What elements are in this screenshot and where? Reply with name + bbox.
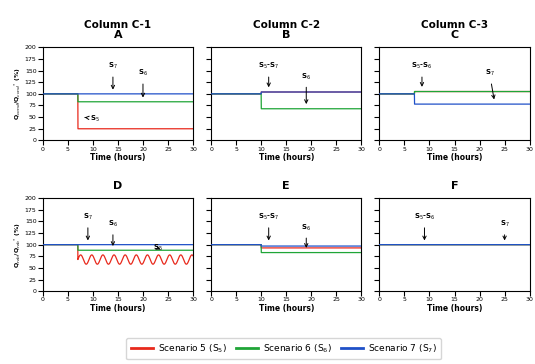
Text: A: A xyxy=(113,30,122,40)
Text: S$_7$: S$_7$ xyxy=(83,212,93,240)
Y-axis label: Q$_{reb}$/Q$_{reb}$$^{*}$ (%): Q$_{reb}$/Q$_{reb}$$^{*}$ (%) xyxy=(13,222,24,268)
X-axis label: Time (hours): Time (hours) xyxy=(90,153,146,162)
Title: Column C-1: Column C-1 xyxy=(85,20,151,30)
Text: S$_6$: S$_6$ xyxy=(138,68,148,96)
X-axis label: Time (hours): Time (hours) xyxy=(258,153,314,162)
Text: S$_7$: S$_7$ xyxy=(108,61,118,88)
Legend: Scenario 5 (S$_5$), Scenario 6 (S$_6$), Scenario 7 (S$_7$): Scenario 5 (S$_5$), Scenario 6 (S$_6$), … xyxy=(126,338,441,360)
Text: F: F xyxy=(451,181,458,191)
X-axis label: Time (hours): Time (hours) xyxy=(427,153,482,162)
X-axis label: Time (hours): Time (hours) xyxy=(258,304,314,313)
Text: S$_5$: S$_5$ xyxy=(85,114,100,124)
Text: S$_5$-S$_6$: S$_5$-S$_6$ xyxy=(411,61,433,86)
Text: E: E xyxy=(282,181,290,191)
Text: S$_7$: S$_7$ xyxy=(485,68,495,98)
Title: Column C-3: Column C-3 xyxy=(421,20,488,30)
Text: S$_6$: S$_6$ xyxy=(301,222,311,247)
Text: S$_6$: S$_6$ xyxy=(108,219,118,245)
Text: S$_5$-S$_6$: S$_5$-S$_6$ xyxy=(414,212,435,240)
Text: S$_6$: S$_6$ xyxy=(301,71,311,103)
Text: S$_5$-S$_7$: S$_5$-S$_7$ xyxy=(258,212,279,240)
Text: S$_5$-S$_7$: S$_5$-S$_7$ xyxy=(258,61,279,86)
Text: S$_5$: S$_5$ xyxy=(153,243,163,253)
Y-axis label: Q$_{cond}$/Q$_{cond}$$^{*}$ (%): Q$_{cond}$/Q$_{cond}$$^{*}$ (%) xyxy=(13,68,24,120)
Text: C: C xyxy=(450,30,458,40)
X-axis label: Time (hours): Time (hours) xyxy=(90,304,146,313)
Text: B: B xyxy=(282,30,291,40)
Text: D: D xyxy=(113,181,123,191)
X-axis label: Time (hours): Time (hours) xyxy=(427,304,482,313)
Title: Column C-2: Column C-2 xyxy=(253,20,320,30)
Text: S$_7$: S$_7$ xyxy=(500,219,509,240)
